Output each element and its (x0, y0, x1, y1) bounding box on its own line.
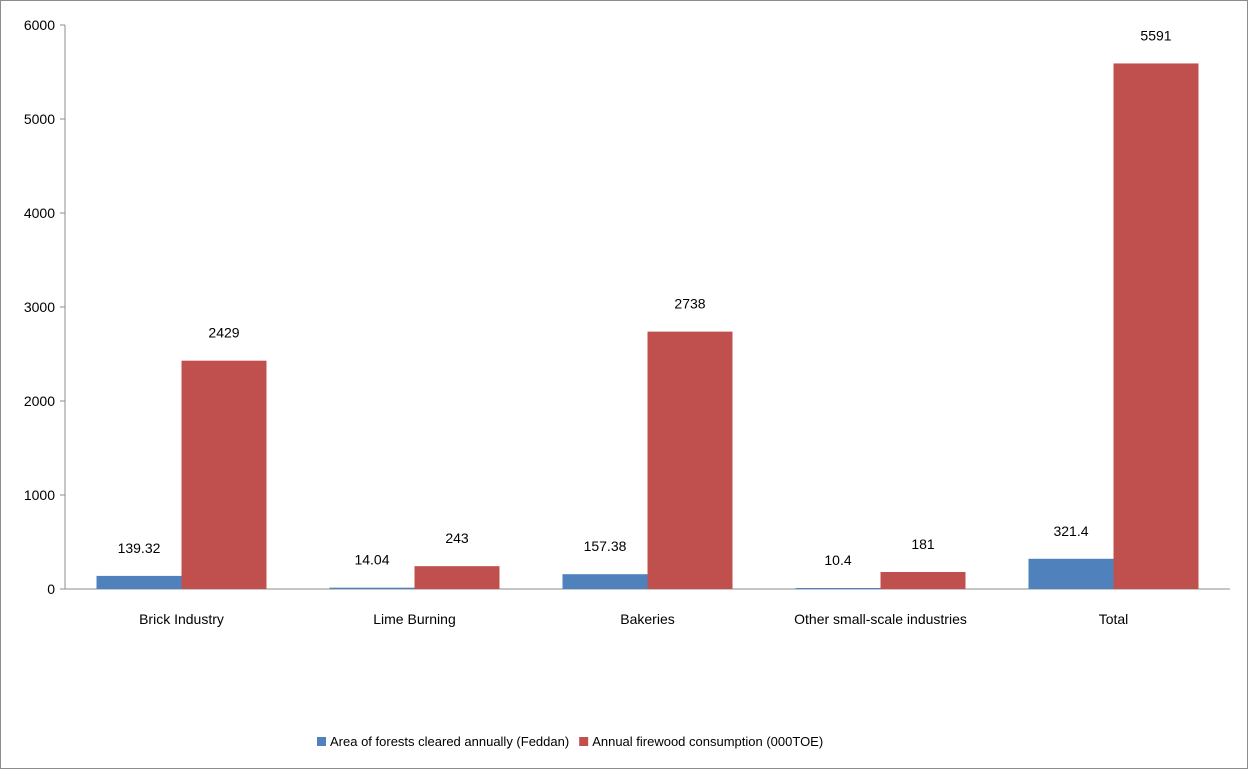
y-tick-label: 0 (47, 581, 55, 597)
x-category-label: Brick Industry (139, 611, 224, 627)
bar-firewood-consumption (1113, 63, 1199, 590)
bar-area-cleared (329, 587, 415, 589)
y-axis-ticks: 0 1000 2000 3000 4000 5000 6000 (24, 17, 65, 597)
y-tick-label: 6000 (24, 17, 55, 33)
data-label: 10.4 (824, 552, 851, 568)
y-tick-label: 5000 (24, 111, 55, 127)
legend: Area of forests cleared annually (Feddan… (317, 734, 823, 749)
y-tick-label: 1000 (24, 487, 55, 503)
legend-entry-label: Annual firewood consumption (000TOE) (592, 734, 823, 749)
legend-swatch (579, 737, 589, 746)
data-labels-group: 139.32 2429 14.04 243 157.38 2738 10.4 181 321.4… (118, 27, 1172, 568)
x-category-label: Total (1099, 611, 1129, 627)
data-label: 243 (445, 530, 469, 546)
data-label: 139.32 (118, 540, 161, 556)
y-tick-label: 4000 (24, 205, 55, 221)
bars-group (96, 63, 1199, 590)
bar-firewood-consumption (414, 566, 500, 589)
bar-firewood-consumption (880, 571, 966, 589)
x-category-label: Other small-scale industries (794, 611, 967, 627)
y-tick-label: 2000 (24, 393, 55, 409)
x-category-label: Lime Burning (373, 611, 456, 627)
bar-area-cleared (96, 575, 182, 589)
x-axis-labels: Brick Industry Lime Burning Bakeries Other … (139, 611, 1128, 627)
bar-firewood-consumption (647, 331, 733, 589)
bar-area-cleared (1028, 558, 1114, 589)
bar-area-cleared (795, 588, 881, 589)
data-label: 321.4 (1053, 523, 1088, 539)
data-label: 2738 (674, 296, 705, 312)
legend-entry-label: Area of forests cleared annually (Feddan… (330, 734, 569, 749)
legend-swatch (317, 737, 326, 746)
x-category-label: Bakeries (620, 611, 674, 627)
data-label: 14.04 (354, 552, 389, 568)
y-tick-label: 3000 (24, 299, 55, 315)
data-label: 181 (911, 536, 935, 552)
data-label: 2429 (208, 325, 239, 341)
data-label: 5591 (1140, 27, 1171, 43)
data-label: 157.38 (584, 538, 627, 554)
bar-area-cleared (562, 574, 648, 589)
bar-firewood-consumption (181, 360, 267, 589)
